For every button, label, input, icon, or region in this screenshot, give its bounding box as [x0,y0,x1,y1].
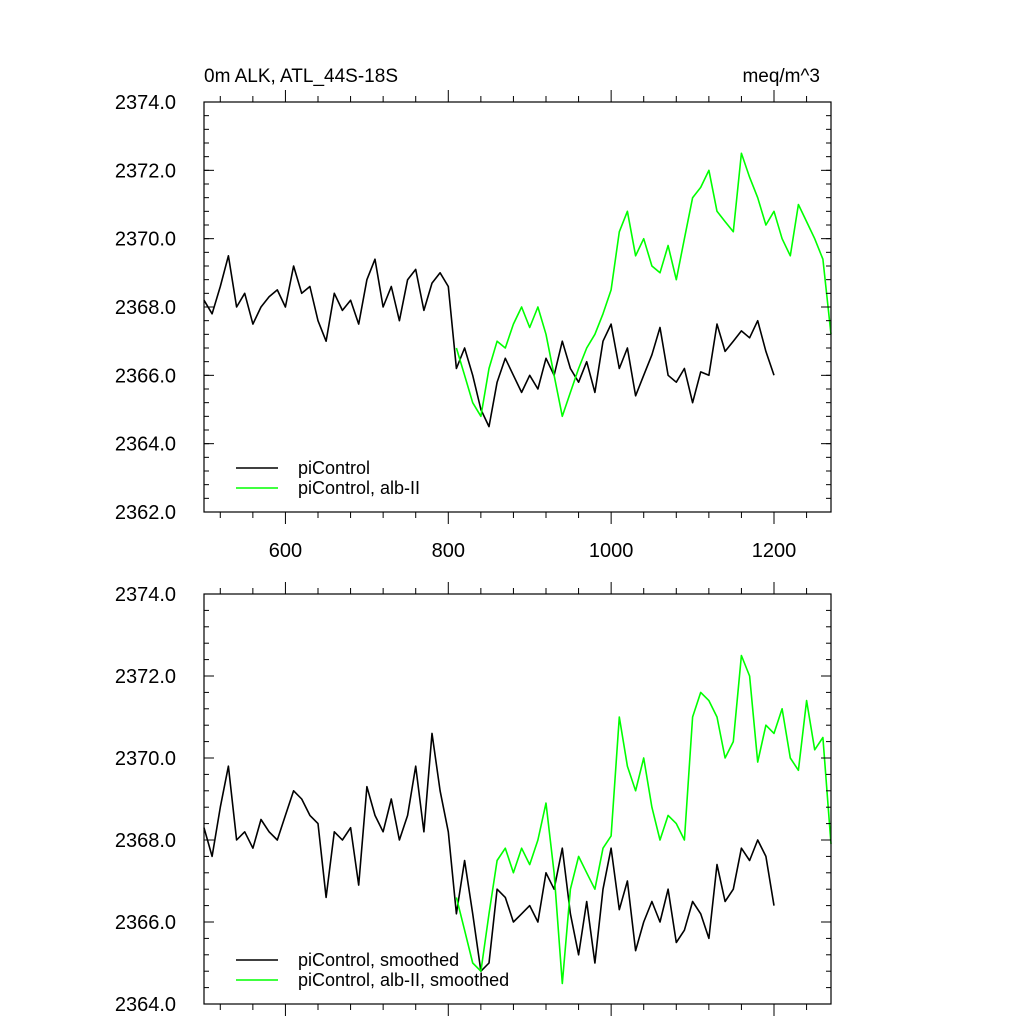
y-tick-label: 2374.0 [115,584,176,606]
x-tick-label: 1000 [589,540,634,562]
top-panel-title: 0m ALK, ATL_44S-18S [204,66,398,87]
y-tick-label: 2372.0 [115,666,176,688]
x-tick-label: 800 [432,540,465,562]
legend-label-1: piControl, alb-II [298,478,420,498]
series-line-0 [203,732,775,973]
y-tick-label: 2374.0 [115,92,176,114]
legend-label-1: piControl, alb-II, smoothed [298,970,509,990]
legend-label-0: piControl, smoothed [298,950,459,970]
y-tick-label: 2370.0 [115,229,176,251]
y-tick-label: 2370.0 [115,748,176,770]
y-tick-label: 2366.0 [115,912,176,934]
y-tick-label: 2372.0 [115,160,176,182]
y-tick-label: 2366.0 [115,365,176,387]
top-panel-units: meq/m^3 [742,66,820,87]
top-panel-frame [203,101,832,513]
series-line-1 [455,152,832,418]
y-tick-label: 2362.0 [115,502,176,524]
y-tick-label: 2368.0 [115,830,176,852]
bottom-panel-frame [203,593,832,1005]
x-tick-label: 600 [269,540,302,562]
top-panel: 0m ALK, ATL_44S-18S meq/m^3 2362.0 2364.0… [115,66,832,562]
legend-label-0: piControl [298,458,370,478]
bottom-panel: 2364.0 2366.0 2368.0 2370.0 2372.0 2374.0 piC… [115,582,832,1016]
series-line-1 [455,654,832,985]
x-tick-label: 1200 [752,540,797,562]
y-tick-label: 2364.0 [115,434,176,456]
y-tick-label: 2364.0 [115,994,176,1016]
series-line-0 [203,255,775,428]
y-tick-label: 2368.0 [115,297,176,319]
